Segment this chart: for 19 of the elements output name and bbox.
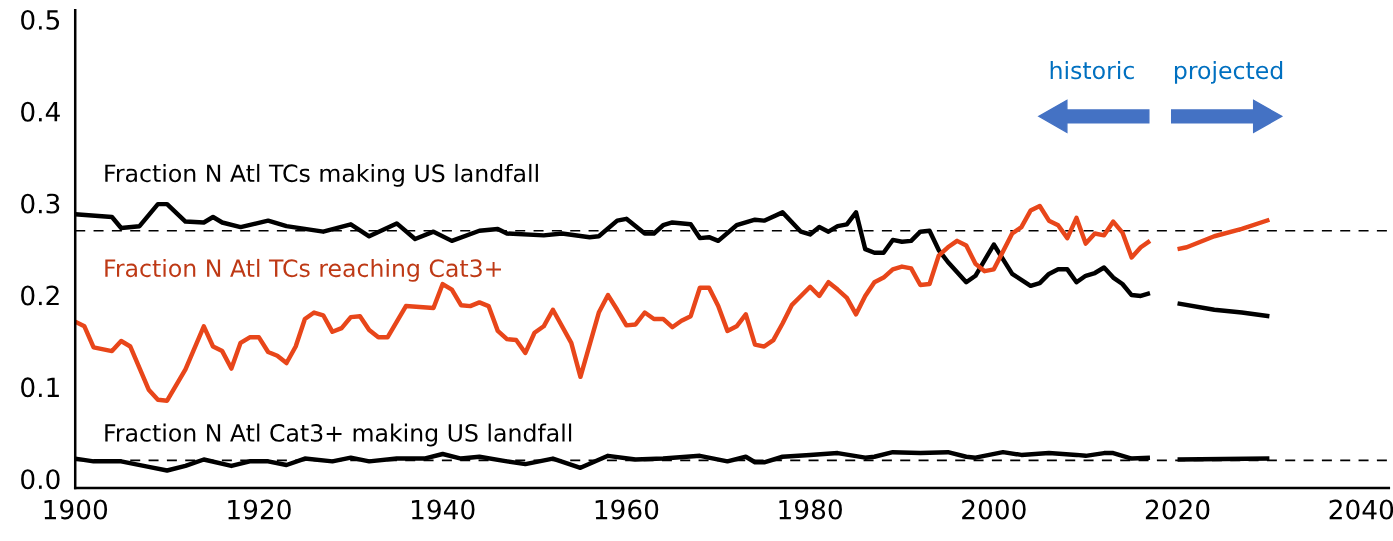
y-tick-label: 0.5: [21, 9, 60, 30]
x-tick-label: 2040: [1329, 499, 1393, 520]
y-tick-label: 0.0: [21, 469, 60, 490]
x-tick-label: 1920: [228, 499, 291, 520]
x-tick-label: 2000: [962, 499, 1026, 520]
x-tick-label: 1900: [44, 499, 108, 520]
x-tick-label: 1960: [595, 499, 659, 520]
y-tick-label: 0.3: [21, 193, 60, 214]
y-tick-label: 0.2: [21, 285, 59, 306]
y-tick-label: 0.4: [21, 101, 60, 122]
series-label: Fraction N Atl TCs making US landfall: [105, 163, 538, 187]
x-tick-label: 2020: [1145, 499, 1210, 520]
series-label: Fraction N Atl TCs reaching Cat3+: [105, 258, 501, 282]
annotation: historic: [1050, 60, 1134, 80]
annotation: projected: [1174, 60, 1283, 84]
x-tick-label: 1980: [779, 499, 842, 520]
x-tick-label: 1940: [411, 499, 475, 520]
series-label: Fraction N Atl Cat3+ making US landfall: [105, 423, 572, 447]
y-tick-label: 0.1: [21, 377, 59, 398]
